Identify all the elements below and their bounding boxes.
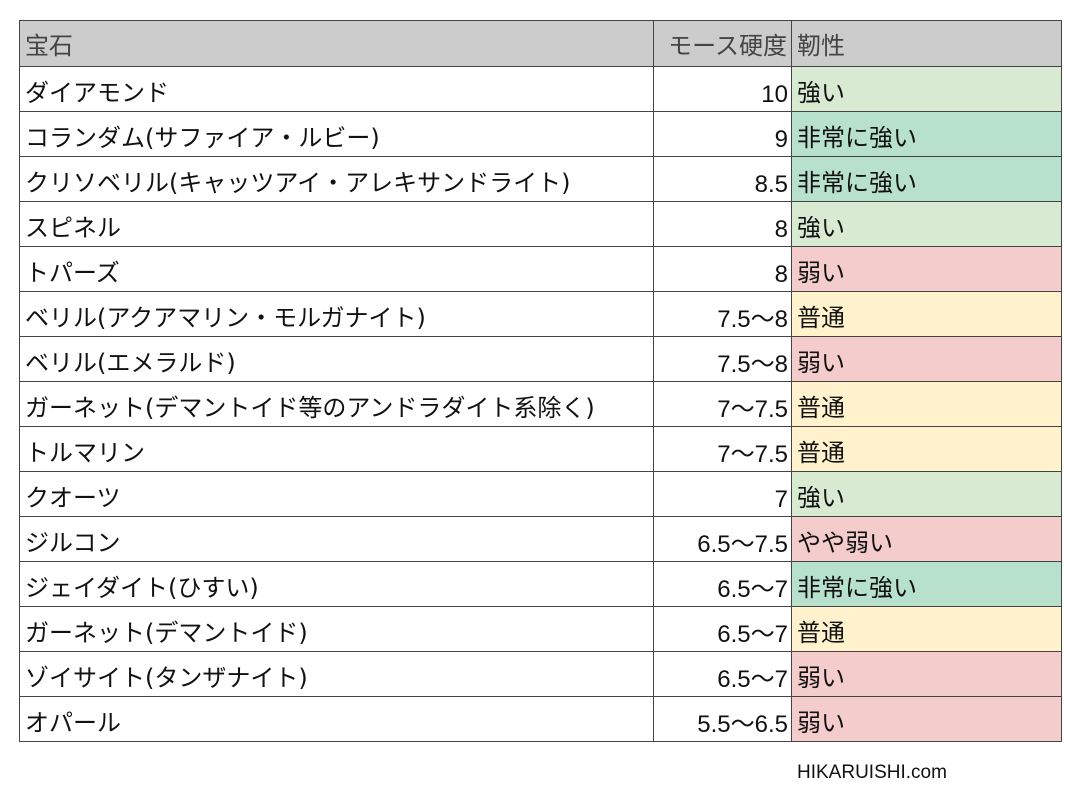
toughness: 弱い: [791, 246, 1062, 292]
mohs-hardness: 8: [653, 201, 792, 247]
mohs-hardness: 6.5～7.5: [653, 516, 792, 562]
table-row: トルマリン 7～7.5 普通: [19, 426, 1062, 472]
toughness: 強い: [791, 201, 1062, 247]
gem-hardness-table: 宝石 モース硬度 靭性 ダイアモンド 10 強い コランダム(サファイア・ルビー) 9 非…: [19, 20, 1062, 742]
mohs-hardness: 8: [653, 246, 792, 292]
mohs-hardness: 7.5～8: [653, 336, 792, 382]
mohs-hardness: 6.5～7: [653, 606, 792, 652]
mohs-hardness: 5.5～6.5: [653, 696, 792, 742]
gem-name: ゾイサイト(タンザナイト): [19, 651, 654, 697]
toughness: 弱い: [791, 651, 1062, 697]
header-toughness: 靭性: [791, 20, 1062, 67]
table-row: オパール 5.5～6.5 弱い: [19, 696, 1062, 742]
mohs-hardness: 10: [653, 66, 792, 112]
gem-name: ダイアモンド: [19, 66, 654, 112]
table-row: トパーズ 8 弱い: [19, 246, 1062, 292]
site-credit: HIKARUISHI.com: [797, 762, 947, 783]
mohs-hardness: 7.5～8: [653, 291, 792, 337]
gem-name: コランダム(サファイア・ルビー): [19, 111, 654, 157]
gem-name: オパール: [19, 696, 654, 742]
gem-name: クリソベリル(キャッツアイ・アレキサンドライト): [19, 156, 654, 202]
gem-name: ベリル(アクアマリン・モルガナイト): [19, 291, 654, 337]
table-row: ガーネット(デマントイド) 6.5～7 普通: [19, 606, 1062, 652]
header-gem: 宝石: [19, 20, 654, 67]
table-row: コランダム(サファイア・ルビー) 9 非常に強い: [19, 111, 1062, 157]
mohs-hardness: 6.5～7: [653, 561, 792, 607]
gem-name: トパーズ: [19, 246, 654, 292]
table-row: ジルコン 6.5～7.5 やや弱い: [19, 516, 1062, 562]
toughness: 非常に強い: [791, 561, 1062, 607]
gem-name: スピネル: [19, 201, 654, 247]
toughness: 非常に強い: [791, 111, 1062, 157]
gem-name: ジルコン: [19, 516, 654, 562]
mohs-hardness: 9: [653, 111, 792, 157]
mohs-hardness: 6.5～7: [653, 651, 792, 697]
table-row: スピネル 8 強い: [19, 201, 1062, 247]
mohs-hardness: 7: [653, 471, 792, 517]
table-row: クオーツ 7 強い: [19, 471, 1062, 517]
header-row: 宝石 モース硬度 靭性: [19, 20, 1062, 67]
toughness: 弱い: [791, 696, 1062, 742]
mohs-hardness: 7～7.5: [653, 381, 792, 427]
gem-name: ガーネット(デマントイド等のアンドラダイト系除く): [19, 381, 654, 427]
header-mohs-hardness: モース硬度: [653, 20, 792, 67]
gem-name: クオーツ: [19, 471, 654, 517]
table-row: ベリル(エメラルド) 7.5～8 弱い: [19, 336, 1062, 382]
toughness: 普通: [791, 426, 1062, 472]
gem-name: ガーネット(デマントイド): [19, 606, 654, 652]
toughness: 強い: [791, 66, 1062, 112]
toughness: 強い: [791, 471, 1062, 517]
mohs-hardness: 7～7.5: [653, 426, 792, 472]
mohs-hardness: 8.5: [653, 156, 792, 202]
gem-name: ベリル(エメラルド): [19, 336, 654, 382]
toughness: 普通: [791, 381, 1062, 427]
toughness: 普通: [791, 291, 1062, 337]
toughness: 非常に強い: [791, 156, 1062, 202]
table-row: クリソベリル(キャッツアイ・アレキサンドライト) 8.5 非常に強い: [19, 156, 1062, 202]
table-row: ゾイサイト(タンザナイト) 6.5～7 弱い: [19, 651, 1062, 697]
table-row: ダイアモンド 10 強い: [19, 66, 1062, 112]
table-row: ベリル(アクアマリン・モルガナイト) 7.5～8 普通: [19, 291, 1062, 337]
toughness: 普通: [791, 606, 1062, 652]
gem-name: ジェイダイト(ひすい): [19, 561, 654, 607]
table-row: ガーネット(デマントイド等のアンドラダイト系除く) 7～7.5 普通: [19, 381, 1062, 427]
toughness: 弱い: [791, 336, 1062, 382]
gem-name: トルマリン: [19, 426, 654, 472]
toughness: やや弱い: [791, 516, 1062, 562]
table-row: ジェイダイト(ひすい) 6.5～7 非常に強い: [19, 561, 1062, 607]
